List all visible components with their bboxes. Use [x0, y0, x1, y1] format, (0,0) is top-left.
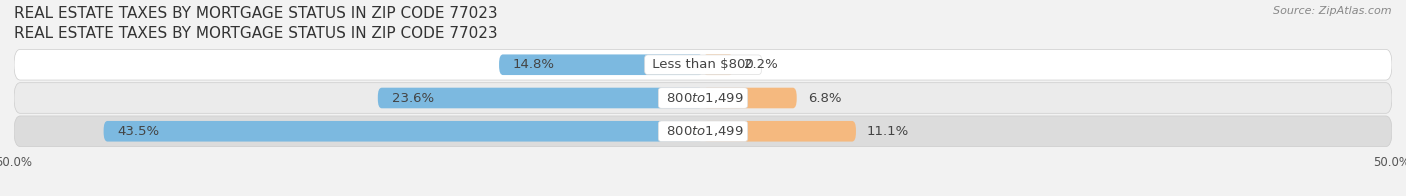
Text: REAL ESTATE TAXES BY MORTGAGE STATUS IN ZIP CODE 77023: REAL ESTATE TAXES BY MORTGAGE STATUS IN … — [14, 26, 498, 42]
Text: Less than $800: Less than $800 — [648, 58, 758, 71]
Text: 14.8%: 14.8% — [513, 58, 555, 71]
FancyBboxPatch shape — [378, 88, 703, 108]
FancyBboxPatch shape — [14, 83, 1392, 113]
Text: $800 to $1,499: $800 to $1,499 — [662, 124, 744, 138]
Text: 23.6%: 23.6% — [392, 92, 433, 104]
Text: 11.1%: 11.1% — [868, 125, 910, 138]
FancyBboxPatch shape — [104, 121, 703, 142]
FancyBboxPatch shape — [14, 116, 1392, 147]
FancyBboxPatch shape — [703, 54, 734, 75]
FancyBboxPatch shape — [703, 121, 856, 142]
Text: 2.2%: 2.2% — [744, 58, 778, 71]
FancyBboxPatch shape — [499, 54, 703, 75]
Text: $800 to $1,499: $800 to $1,499 — [662, 91, 744, 105]
Text: 43.5%: 43.5% — [117, 125, 159, 138]
Text: REAL ESTATE TAXES BY MORTGAGE STATUS IN ZIP CODE 77023: REAL ESTATE TAXES BY MORTGAGE STATUS IN … — [14, 6, 498, 21]
FancyBboxPatch shape — [14, 49, 1392, 80]
FancyBboxPatch shape — [703, 88, 797, 108]
Text: Source: ZipAtlas.com: Source: ZipAtlas.com — [1274, 6, 1392, 16]
Text: 6.8%: 6.8% — [807, 92, 841, 104]
